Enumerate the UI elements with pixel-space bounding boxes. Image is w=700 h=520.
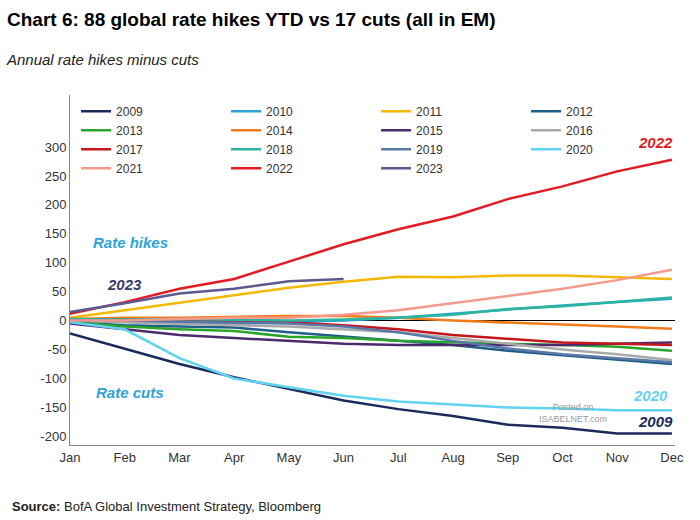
svg-text:May: May [277, 450, 302, 465]
svg-text:Annual rate hikes minus cuts: Annual rate hikes minus cuts [6, 51, 199, 68]
svg-text:2013: 2013 [116, 124, 143, 138]
svg-text:-150: -150 [40, 400, 66, 415]
svg-text:Nov: Nov [606, 450, 630, 465]
svg-text:-200: -200 [40, 429, 66, 444]
svg-text:2010: 2010 [266, 105, 293, 119]
svg-text:Sep: Sep [496, 450, 519, 465]
svg-text:2018: 2018 [266, 143, 293, 157]
svg-text:Aug: Aug [441, 450, 464, 465]
svg-text:2012: 2012 [566, 105, 593, 119]
svg-text:Chart 6: 88 global rate hikes: Chart 6: 88 global rate hikes YTD vs 17 … [7, 9, 496, 30]
svg-text:2022: 2022 [638, 134, 673, 151]
svg-text:2014: 2014 [266, 124, 293, 138]
svg-text:Posted onISABELNET.com: Posted onISABELNET.com [539, 402, 607, 424]
svg-text:Jul: Jul [390, 450, 407, 465]
svg-text:100: 100 [45, 255, 67, 270]
svg-text:0: 0 [59, 313, 66, 328]
svg-text:2016: 2016 [566, 124, 593, 138]
svg-text:Mar: Mar [168, 450, 191, 465]
svg-text:Jun: Jun [333, 450, 354, 465]
svg-text:2011: 2011 [416, 105, 442, 119]
svg-text:Apr: Apr [224, 450, 245, 465]
svg-text:2020: 2020 [633, 387, 668, 404]
svg-text:Oct: Oct [552, 450, 573, 465]
svg-text:300: 300 [45, 140, 67, 155]
svg-text:2022: 2022 [266, 162, 293, 176]
svg-text:Dec: Dec [660, 450, 684, 465]
svg-text:2023: 2023 [416, 162, 443, 176]
svg-text:150: 150 [45, 226, 67, 241]
svg-text:Feb: Feb [114, 450, 136, 465]
svg-text:-100: -100 [40, 371, 66, 386]
svg-text:2009: 2009 [116, 105, 143, 119]
svg-text:Rate cuts: Rate cuts [96, 384, 164, 401]
svg-text:250: 250 [45, 169, 67, 184]
svg-text:-50: -50 [48, 342, 67, 357]
svg-text:200: 200 [45, 197, 67, 212]
svg-text:2015: 2015 [416, 124, 443, 138]
svg-text:2023: 2023 [107, 276, 142, 293]
svg-text:2019: 2019 [416, 143, 443, 157]
svg-text:2020: 2020 [566, 143, 593, 157]
svg-text:Rate hikes: Rate hikes [93, 234, 168, 251]
svg-text:50: 50 [52, 284, 66, 299]
svg-text:Jan: Jan [60, 450, 81, 465]
svg-text:2021: 2021 [116, 162, 143, 176]
svg-text:2009: 2009 [638, 413, 673, 430]
svg-text:2017: 2017 [116, 143, 143, 157]
svg-text:Source: BofA Global Investment: Source: BofA Global Investment Strategy,… [12, 499, 321, 514]
